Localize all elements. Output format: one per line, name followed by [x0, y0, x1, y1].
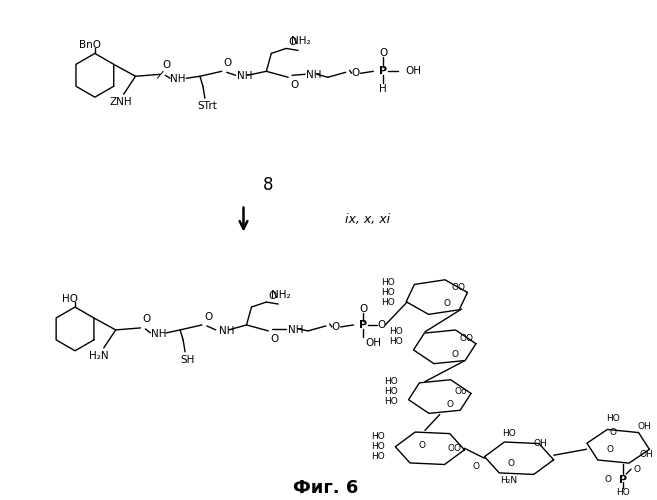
- Text: HO: HO: [390, 328, 403, 336]
- Text: SH: SH: [180, 355, 194, 365]
- Text: O: O: [377, 320, 386, 330]
- Text: O: O: [472, 462, 480, 470]
- Text: HO: HO: [382, 298, 395, 306]
- Text: Oo: Oo: [455, 387, 467, 396]
- Text: HO: HO: [384, 377, 398, 386]
- Text: O: O: [607, 445, 614, 454]
- Text: OO: OO: [451, 282, 466, 292]
- Text: OH: OH: [638, 422, 652, 431]
- Text: P: P: [379, 66, 388, 76]
- Text: OH: OH: [405, 66, 421, 76]
- Text: O: O: [359, 304, 368, 314]
- Text: P: P: [359, 320, 367, 330]
- Text: HO: HO: [382, 278, 395, 286]
- Text: O: O: [268, 291, 277, 301]
- Text: O: O: [604, 474, 611, 484]
- Text: HO: HO: [390, 338, 403, 346]
- Text: NH: NH: [288, 325, 304, 335]
- Text: 8: 8: [263, 176, 273, 194]
- Text: O: O: [270, 334, 279, 344]
- Text: O: O: [204, 312, 212, 322]
- Text: H: H: [379, 84, 387, 94]
- Text: O: O: [379, 48, 388, 58]
- Text: HO: HO: [616, 488, 630, 496]
- Text: HO: HO: [62, 294, 78, 304]
- Text: O: O: [143, 314, 150, 324]
- Text: HO: HO: [371, 442, 385, 451]
- Text: BnO: BnO: [79, 40, 101, 50]
- Text: O: O: [290, 80, 298, 90]
- Text: O: O: [610, 428, 617, 437]
- Text: NH: NH: [170, 74, 186, 85]
- Text: STrt: STrt: [197, 101, 217, 111]
- Text: O: O: [633, 464, 640, 473]
- Text: O: O: [288, 38, 296, 48]
- Text: NH₂: NH₂: [271, 290, 291, 300]
- Text: O: O: [351, 68, 359, 78]
- Text: ZNH: ZNH: [109, 97, 132, 107]
- Text: OH: OH: [534, 439, 548, 448]
- Text: NH: NH: [306, 70, 321, 81]
- Text: Фиг. 6: Фиг. 6: [293, 479, 359, 497]
- Text: O: O: [224, 58, 232, 68]
- Text: HO: HO: [371, 432, 385, 441]
- Text: H₂N: H₂N: [501, 476, 518, 484]
- Text: P: P: [619, 475, 627, 485]
- Text: NH: NH: [150, 329, 166, 339]
- Text: NH: NH: [237, 72, 252, 82]
- Text: NH: NH: [219, 326, 235, 336]
- Text: H₂N: H₂N: [89, 351, 108, 361]
- Text: HO: HO: [382, 288, 395, 296]
- Text: O: O: [451, 350, 458, 360]
- Text: HO: HO: [503, 429, 516, 438]
- Text: O: O: [508, 458, 514, 468]
- Text: O: O: [443, 298, 450, 308]
- Text: HO: HO: [606, 414, 620, 423]
- Text: OH: OH: [640, 450, 654, 458]
- Text: HO: HO: [371, 452, 385, 460]
- Text: OO: OO: [447, 444, 462, 453]
- Text: O: O: [446, 400, 453, 409]
- Text: O: O: [332, 322, 340, 332]
- Text: O: O: [162, 60, 171, 70]
- Text: O: O: [419, 441, 426, 450]
- Text: ix, x, xi: ix, x, xi: [345, 213, 390, 226]
- Text: OH: OH: [365, 338, 382, 348]
- Text: HO: HO: [384, 387, 398, 396]
- Text: OO: OO: [460, 334, 474, 344]
- Text: HO: HO: [384, 397, 398, 406]
- Text: NH₂: NH₂: [291, 36, 311, 46]
